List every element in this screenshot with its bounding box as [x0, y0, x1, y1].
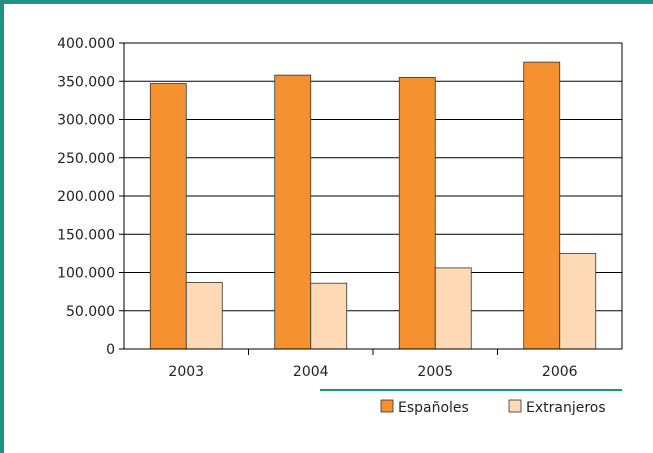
bar-espanoles-2004	[274, 74, 312, 350]
y-tick-label: 250.000	[57, 151, 115, 167]
bar-extranjeros-2003	[185, 282, 223, 350]
x-tick-labels: 2003 2004 2005 2006	[168, 364, 577, 380]
x-tick-label: 2004	[293, 364, 329, 380]
x-tick-label: 2003	[168, 364, 204, 380]
grid-lines	[124, 42, 622, 312]
legend-label-espanoles: Españoles	[398, 400, 469, 416]
y-tick-label: 150.000	[57, 227, 115, 243]
y-tick-label: 0	[106, 342, 115, 358]
y-tick-label: 350.000	[57, 74, 115, 90]
legend-swatch-espanoles	[380, 399, 394, 413]
legend-label-extranjeros: Extranjeros	[526, 400, 606, 416]
y-tick-label: 100.000	[57, 266, 115, 282]
bar-espanoles-2006	[523, 61, 561, 350]
y-tick-labels: 0 50.000 100.000 150.000 200.000 250.000 300.0…	[57, 36, 115, 358]
y-tick-label: 50.000	[66, 304, 115, 320]
y-tick-label: 400.000	[57, 36, 115, 52]
axes	[119, 42, 623, 355]
bars	[149, 61, 597, 350]
x-tick-label: 2005	[417, 364, 453, 380]
x-tick-label: 2006	[542, 364, 578, 380]
bar-espanoles-2003	[149, 83, 187, 350]
bar-espanoles-2005	[398, 77, 436, 350]
bar-chart: 0 50.000 100.000 150.000 200.000 250.000 300.0…	[57, 36, 623, 416]
legend: Españoles Extranjeros	[320, 389, 622, 416]
y-tick-label: 300.000	[57, 113, 115, 129]
bar-extranjeros-2005	[434, 267, 472, 350]
bar-extranjeros-2006	[559, 252, 597, 350]
y-tick-label: 200.000	[57, 189, 115, 205]
legend-swatch-extranjeros	[508, 399, 522, 413]
bar-extranjeros-2004	[310, 282, 348, 350]
